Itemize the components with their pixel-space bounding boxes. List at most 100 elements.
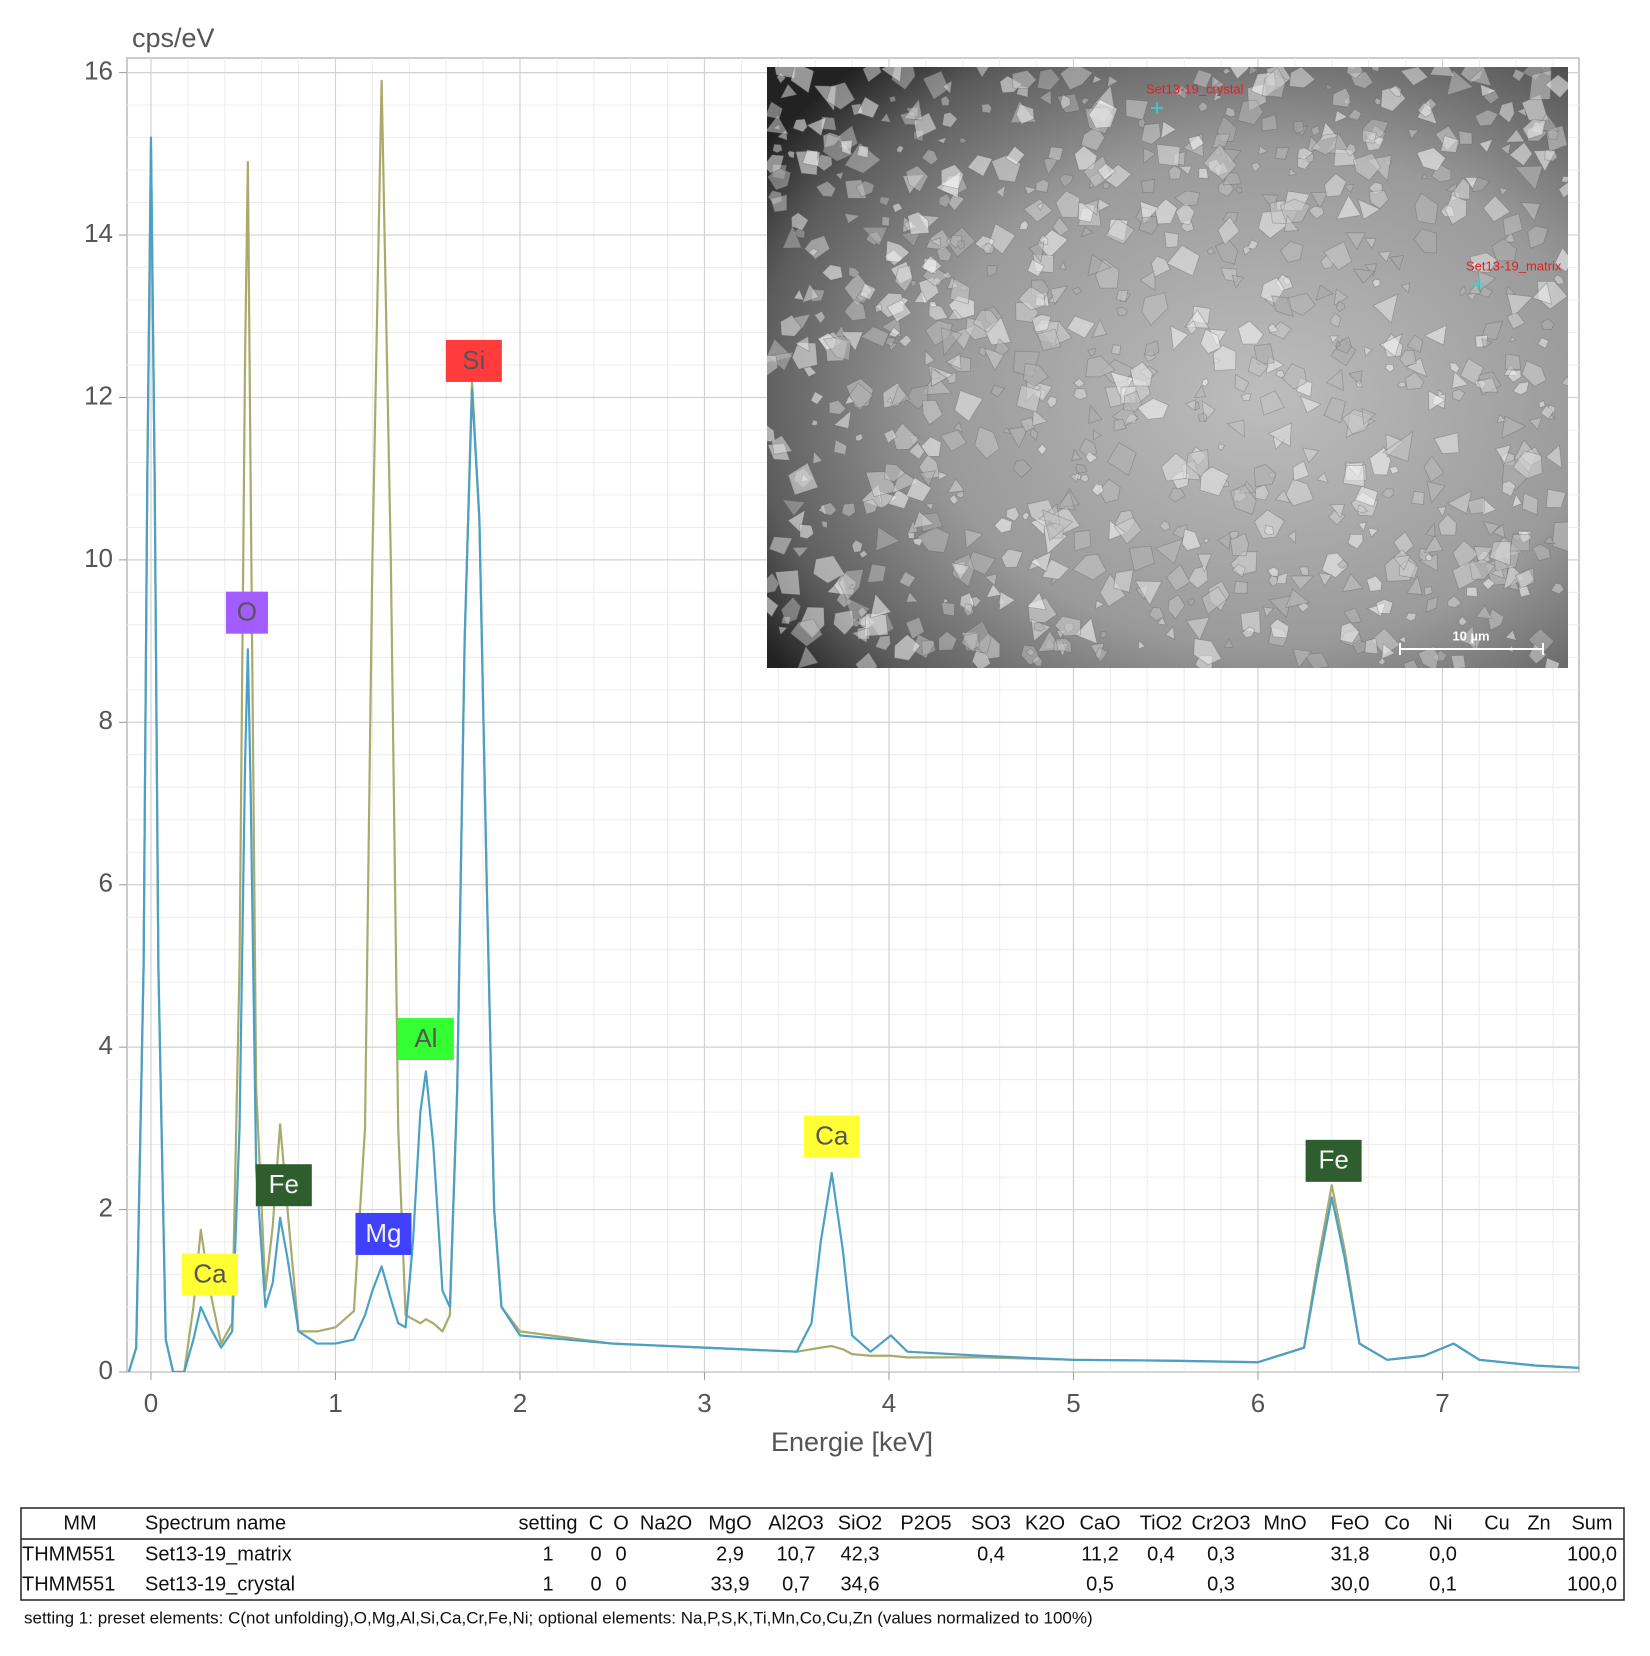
sem-grain (862, 498, 879, 515)
sem-grain (1029, 551, 1052, 573)
sem-grain (1068, 472, 1080, 483)
sem-grain (812, 555, 845, 584)
sem-grain (1046, 395, 1058, 409)
sem-grain (959, 137, 968, 144)
sem-grain (903, 98, 923, 121)
sem-grain (1335, 339, 1342, 348)
element-label-box (445, 339, 502, 382)
sem-grain (1426, 480, 1446, 504)
sem-grain (1031, 409, 1049, 427)
sem-grain (1167, 594, 1186, 620)
sem-grain (767, 596, 779, 618)
sem-grain (1550, 582, 1565, 595)
sem-grain (1372, 293, 1399, 324)
sem-grain (1446, 490, 1472, 515)
sem-grain (1164, 231, 1179, 249)
sem-grain (1392, 554, 1412, 571)
sem-grain (1473, 546, 1494, 566)
sem-grain (1188, 597, 1196, 606)
sem-grain (844, 213, 861, 224)
sem-grain (1274, 489, 1291, 504)
sem-grain (1288, 168, 1298, 176)
sem-grain (1341, 573, 1364, 593)
table-header: Cu (1484, 1512, 1510, 1534)
sem-grain (1181, 528, 1202, 551)
sem-grain (1200, 328, 1222, 355)
sem-grain (940, 327, 963, 357)
sem-grain (1217, 443, 1226, 451)
sem-grain (1041, 558, 1070, 580)
sem-grain (929, 301, 938, 308)
sem-grain (1476, 377, 1499, 393)
sem-grain (1491, 237, 1517, 262)
sem-grain (1192, 69, 1213, 89)
results-table: MM Spectrum name setting C O Na2O MgO Al2O3 SiO2… (20, 1507, 1625, 1601)
sem-grain (1361, 129, 1377, 144)
sem-grain (1482, 195, 1511, 223)
sem-grain (797, 645, 819, 668)
sem-grain (1342, 183, 1355, 193)
sem-grain (1055, 490, 1076, 511)
sem-grain (1417, 102, 1433, 118)
sem-grain (1055, 637, 1073, 653)
sem-grain (1083, 155, 1112, 189)
table-cell: Set13-19_crystal (145, 1573, 295, 1595)
sem-grain (1261, 113, 1278, 132)
sem-grain (1481, 338, 1494, 349)
sem-grain (891, 202, 904, 213)
table-header: Co (1384, 1512, 1410, 1534)
sem-grain (1560, 375, 1568, 387)
sem-grain (993, 517, 1013, 534)
sem-grain (881, 215, 891, 227)
sem-grain (890, 384, 912, 407)
sem-grain (1226, 419, 1245, 439)
sem-grain (910, 280, 917, 287)
sem-grain (1071, 448, 1082, 462)
sem-grain (947, 478, 966, 494)
sem-grain (1400, 67, 1429, 87)
sem-grain (1558, 181, 1568, 199)
sem-grain (855, 180, 875, 198)
footnote: setting 1: preset elements: C(not unfold… (24, 1608, 1093, 1627)
sem-grain (1084, 450, 1098, 464)
sem-grain (1465, 292, 1477, 302)
sem-grain (1098, 478, 1121, 504)
sem-grain (1072, 377, 1086, 388)
sem-grain (1028, 240, 1045, 263)
sem-grain (949, 562, 971, 581)
sem-grain (982, 242, 995, 255)
sem-grain (949, 278, 971, 305)
sem-grain (1481, 577, 1496, 591)
sem-grain (907, 211, 930, 235)
sem-grain (1388, 255, 1405, 271)
sem-grain (1509, 533, 1531, 552)
sem-grain (1088, 98, 1118, 129)
sem-grain (1366, 575, 1383, 592)
sem-grain (1247, 356, 1270, 377)
sem-grain (1423, 534, 1444, 554)
element-label: Ca (815, 1120, 849, 1150)
element-label-box (397, 1018, 454, 1061)
sem-grain (1091, 318, 1108, 338)
sem-grain (972, 309, 999, 333)
sem-grain (1405, 612, 1417, 622)
sem-grain (1504, 629, 1518, 641)
table-cell: 1 (542, 1543, 553, 1565)
sem-grain (1176, 84, 1190, 101)
table-header: TiO2 (1140, 1512, 1183, 1534)
sem-grain (791, 212, 809, 231)
sem-grain (1000, 548, 1024, 568)
sem-grain (941, 80, 953, 95)
sem-grain (905, 616, 925, 640)
sem-grain (1091, 483, 1104, 497)
sem-grain (1283, 214, 1300, 232)
sem-grain (1299, 395, 1322, 414)
table-header: setting (519, 1512, 578, 1534)
sem-grain (1478, 285, 1494, 298)
sem-grain (1345, 142, 1357, 157)
sem-grain (1011, 69, 1037, 90)
sem-grain (1019, 219, 1029, 231)
sem-grain (930, 367, 948, 388)
sem-grain (1168, 487, 1186, 503)
